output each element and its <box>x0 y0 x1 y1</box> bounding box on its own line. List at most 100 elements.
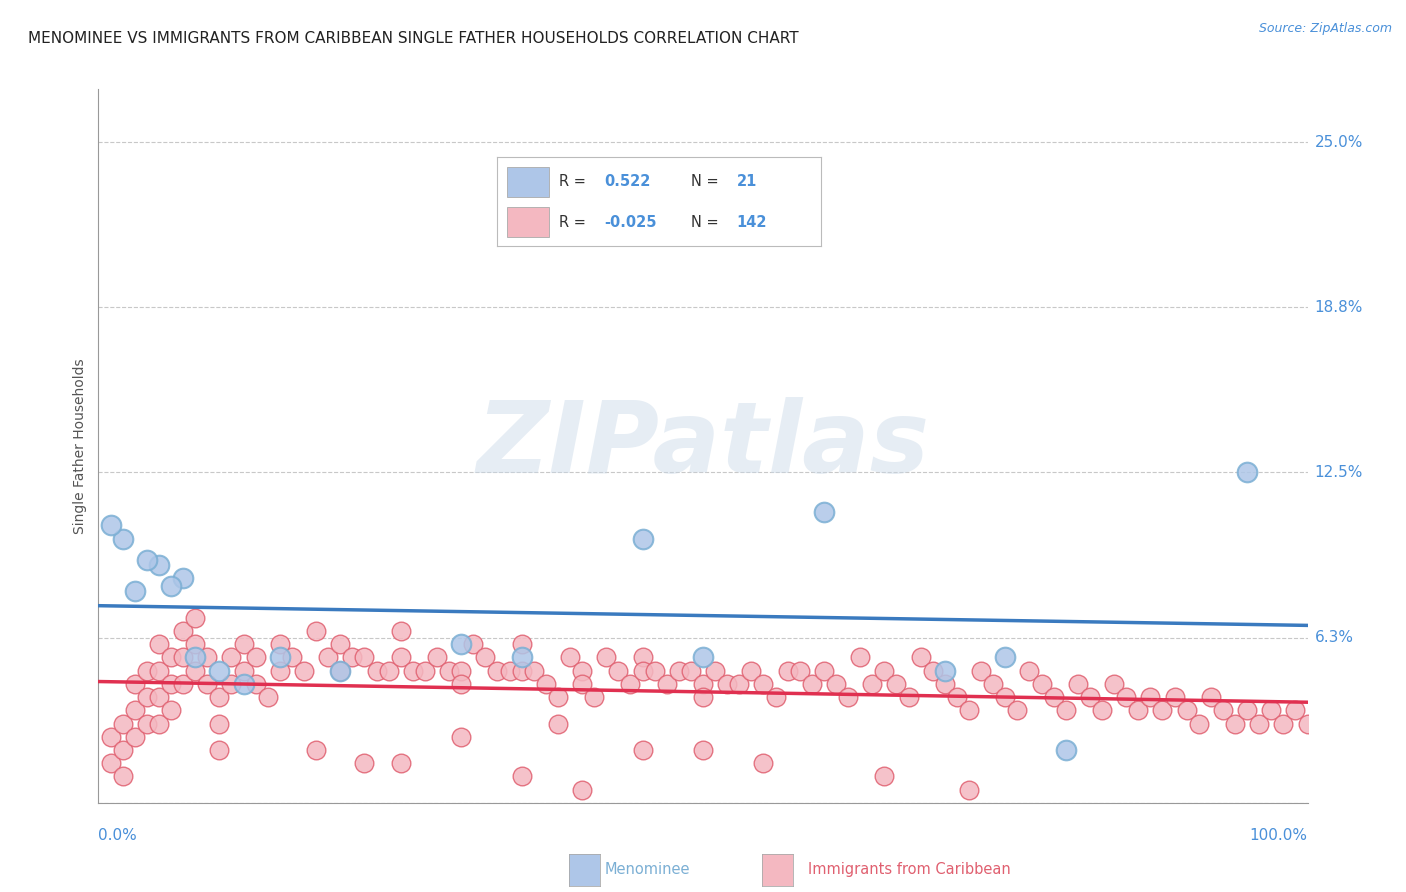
Bar <box>508 167 550 197</box>
Point <box>148 716 170 731</box>
Point <box>100 730 122 744</box>
Point <box>353 650 375 665</box>
Point <box>1042 690 1064 704</box>
Point <box>184 611 207 625</box>
Point <box>510 664 533 678</box>
Point <box>571 782 593 797</box>
Point <box>1260 703 1282 717</box>
Point <box>281 650 304 665</box>
Point <box>450 677 472 691</box>
Point <box>631 650 654 665</box>
Point <box>208 743 231 757</box>
Point <box>1236 703 1258 717</box>
Point <box>208 690 231 704</box>
Point <box>523 664 546 678</box>
Point <box>148 637 170 651</box>
Point <box>135 552 157 566</box>
Point <box>981 677 1004 691</box>
Point <box>292 664 315 678</box>
Point <box>353 756 375 771</box>
Point <box>135 664 157 678</box>
Point <box>631 532 654 546</box>
Point <box>111 769 134 783</box>
Point <box>135 690 157 704</box>
Text: Immigrants from Caribbean: Immigrants from Caribbean <box>808 863 1011 877</box>
Point <box>232 677 254 691</box>
Point <box>619 677 641 691</box>
Point <box>329 664 352 678</box>
Point <box>184 664 207 678</box>
Point <box>1188 716 1211 731</box>
Point <box>752 756 775 771</box>
Point <box>269 664 291 678</box>
Point <box>172 624 194 638</box>
Point <box>921 664 943 678</box>
Point <box>510 769 533 783</box>
Point <box>1284 703 1306 717</box>
Point <box>486 664 509 678</box>
Text: 0.0%: 0.0% <box>98 828 138 843</box>
Point <box>221 677 243 691</box>
Point <box>148 558 170 572</box>
Point <box>124 677 146 691</box>
Point <box>160 579 183 593</box>
Point <box>957 782 980 797</box>
Point <box>631 743 654 757</box>
Point <box>389 756 412 771</box>
Point <box>402 664 425 678</box>
Point <box>825 677 848 691</box>
Point <box>1078 690 1101 704</box>
Point <box>342 650 364 665</box>
Point <box>510 637 533 651</box>
Point <box>221 650 243 665</box>
Point <box>305 743 328 757</box>
Point <box>148 664 170 678</box>
Point <box>377 664 399 678</box>
Point <box>450 637 472 651</box>
Point <box>571 677 593 691</box>
Point <box>740 664 762 678</box>
Point <box>316 650 339 665</box>
Point <box>195 677 218 691</box>
Point <box>994 690 1017 704</box>
Point <box>679 664 702 678</box>
Text: MENOMINEE VS IMMIGRANTS FROM CARIBBEAN SINGLE FATHER HOUSEHOLDS CORRELATION CHAR: MENOMINEE VS IMMIGRANTS FROM CARIBBEAN S… <box>28 31 799 46</box>
Point <box>607 664 630 678</box>
Point <box>934 677 956 691</box>
Point <box>934 664 956 678</box>
Point <box>813 505 835 519</box>
Point <box>389 624 412 638</box>
Point <box>1272 716 1295 731</box>
Point <box>160 650 183 665</box>
Text: 21: 21 <box>737 175 756 189</box>
Point <box>256 690 278 704</box>
Point <box>160 703 183 717</box>
Text: 6.3%: 6.3% <box>1315 630 1354 645</box>
Point <box>1249 716 1271 731</box>
Point <box>692 650 714 665</box>
Point <box>886 677 908 691</box>
Point <box>547 716 569 731</box>
Text: ZIPatlas: ZIPatlas <box>477 398 929 494</box>
Point <box>1175 703 1198 717</box>
Point <box>558 650 581 665</box>
Point <box>437 664 460 678</box>
Point <box>172 677 194 691</box>
Point <box>873 769 896 783</box>
Point <box>692 677 714 691</box>
Point <box>583 690 606 704</box>
Point <box>124 730 146 744</box>
Point <box>1163 690 1185 704</box>
Point <box>148 690 170 704</box>
Point <box>124 703 146 717</box>
Point <box>1296 716 1319 731</box>
Text: Source: ZipAtlas.com: Source: ZipAtlas.com <box>1258 22 1392 36</box>
Point <box>111 743 134 757</box>
Point <box>776 664 799 678</box>
Text: 0.522: 0.522 <box>605 175 651 189</box>
Point <box>305 624 328 638</box>
Text: 100.0%: 100.0% <box>1250 828 1308 843</box>
Point <box>1128 703 1150 717</box>
Point <box>910 650 932 665</box>
Text: 12.5%: 12.5% <box>1315 465 1362 480</box>
